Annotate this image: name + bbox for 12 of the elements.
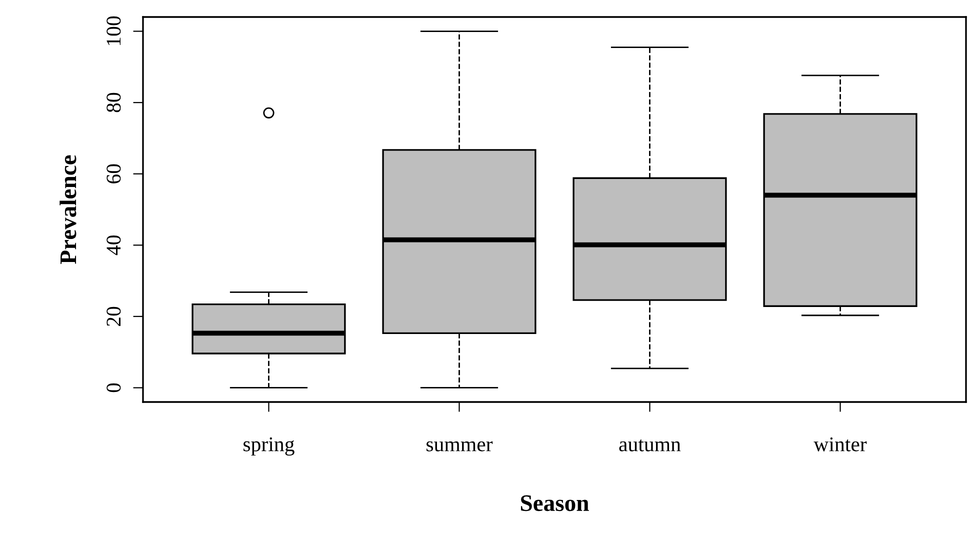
y-tick-label: 80 [106,92,121,112]
x-tick-label: autumn [619,439,681,452]
y-tick-label: 40 [106,236,121,256]
y-tick-label: 60 [106,164,121,184]
y-tick-label: 20 [106,306,121,326]
x-tick-label: winter [814,437,867,452]
y-tick-label: 100 [106,16,121,46]
y-tick-label: 0 [106,383,121,392]
y-axis-title: Prevalence [60,155,76,264]
x-tick-label: summer [426,441,493,452]
x-tick-label: spring [244,437,294,456]
x-axis-title: Season [520,495,589,512]
